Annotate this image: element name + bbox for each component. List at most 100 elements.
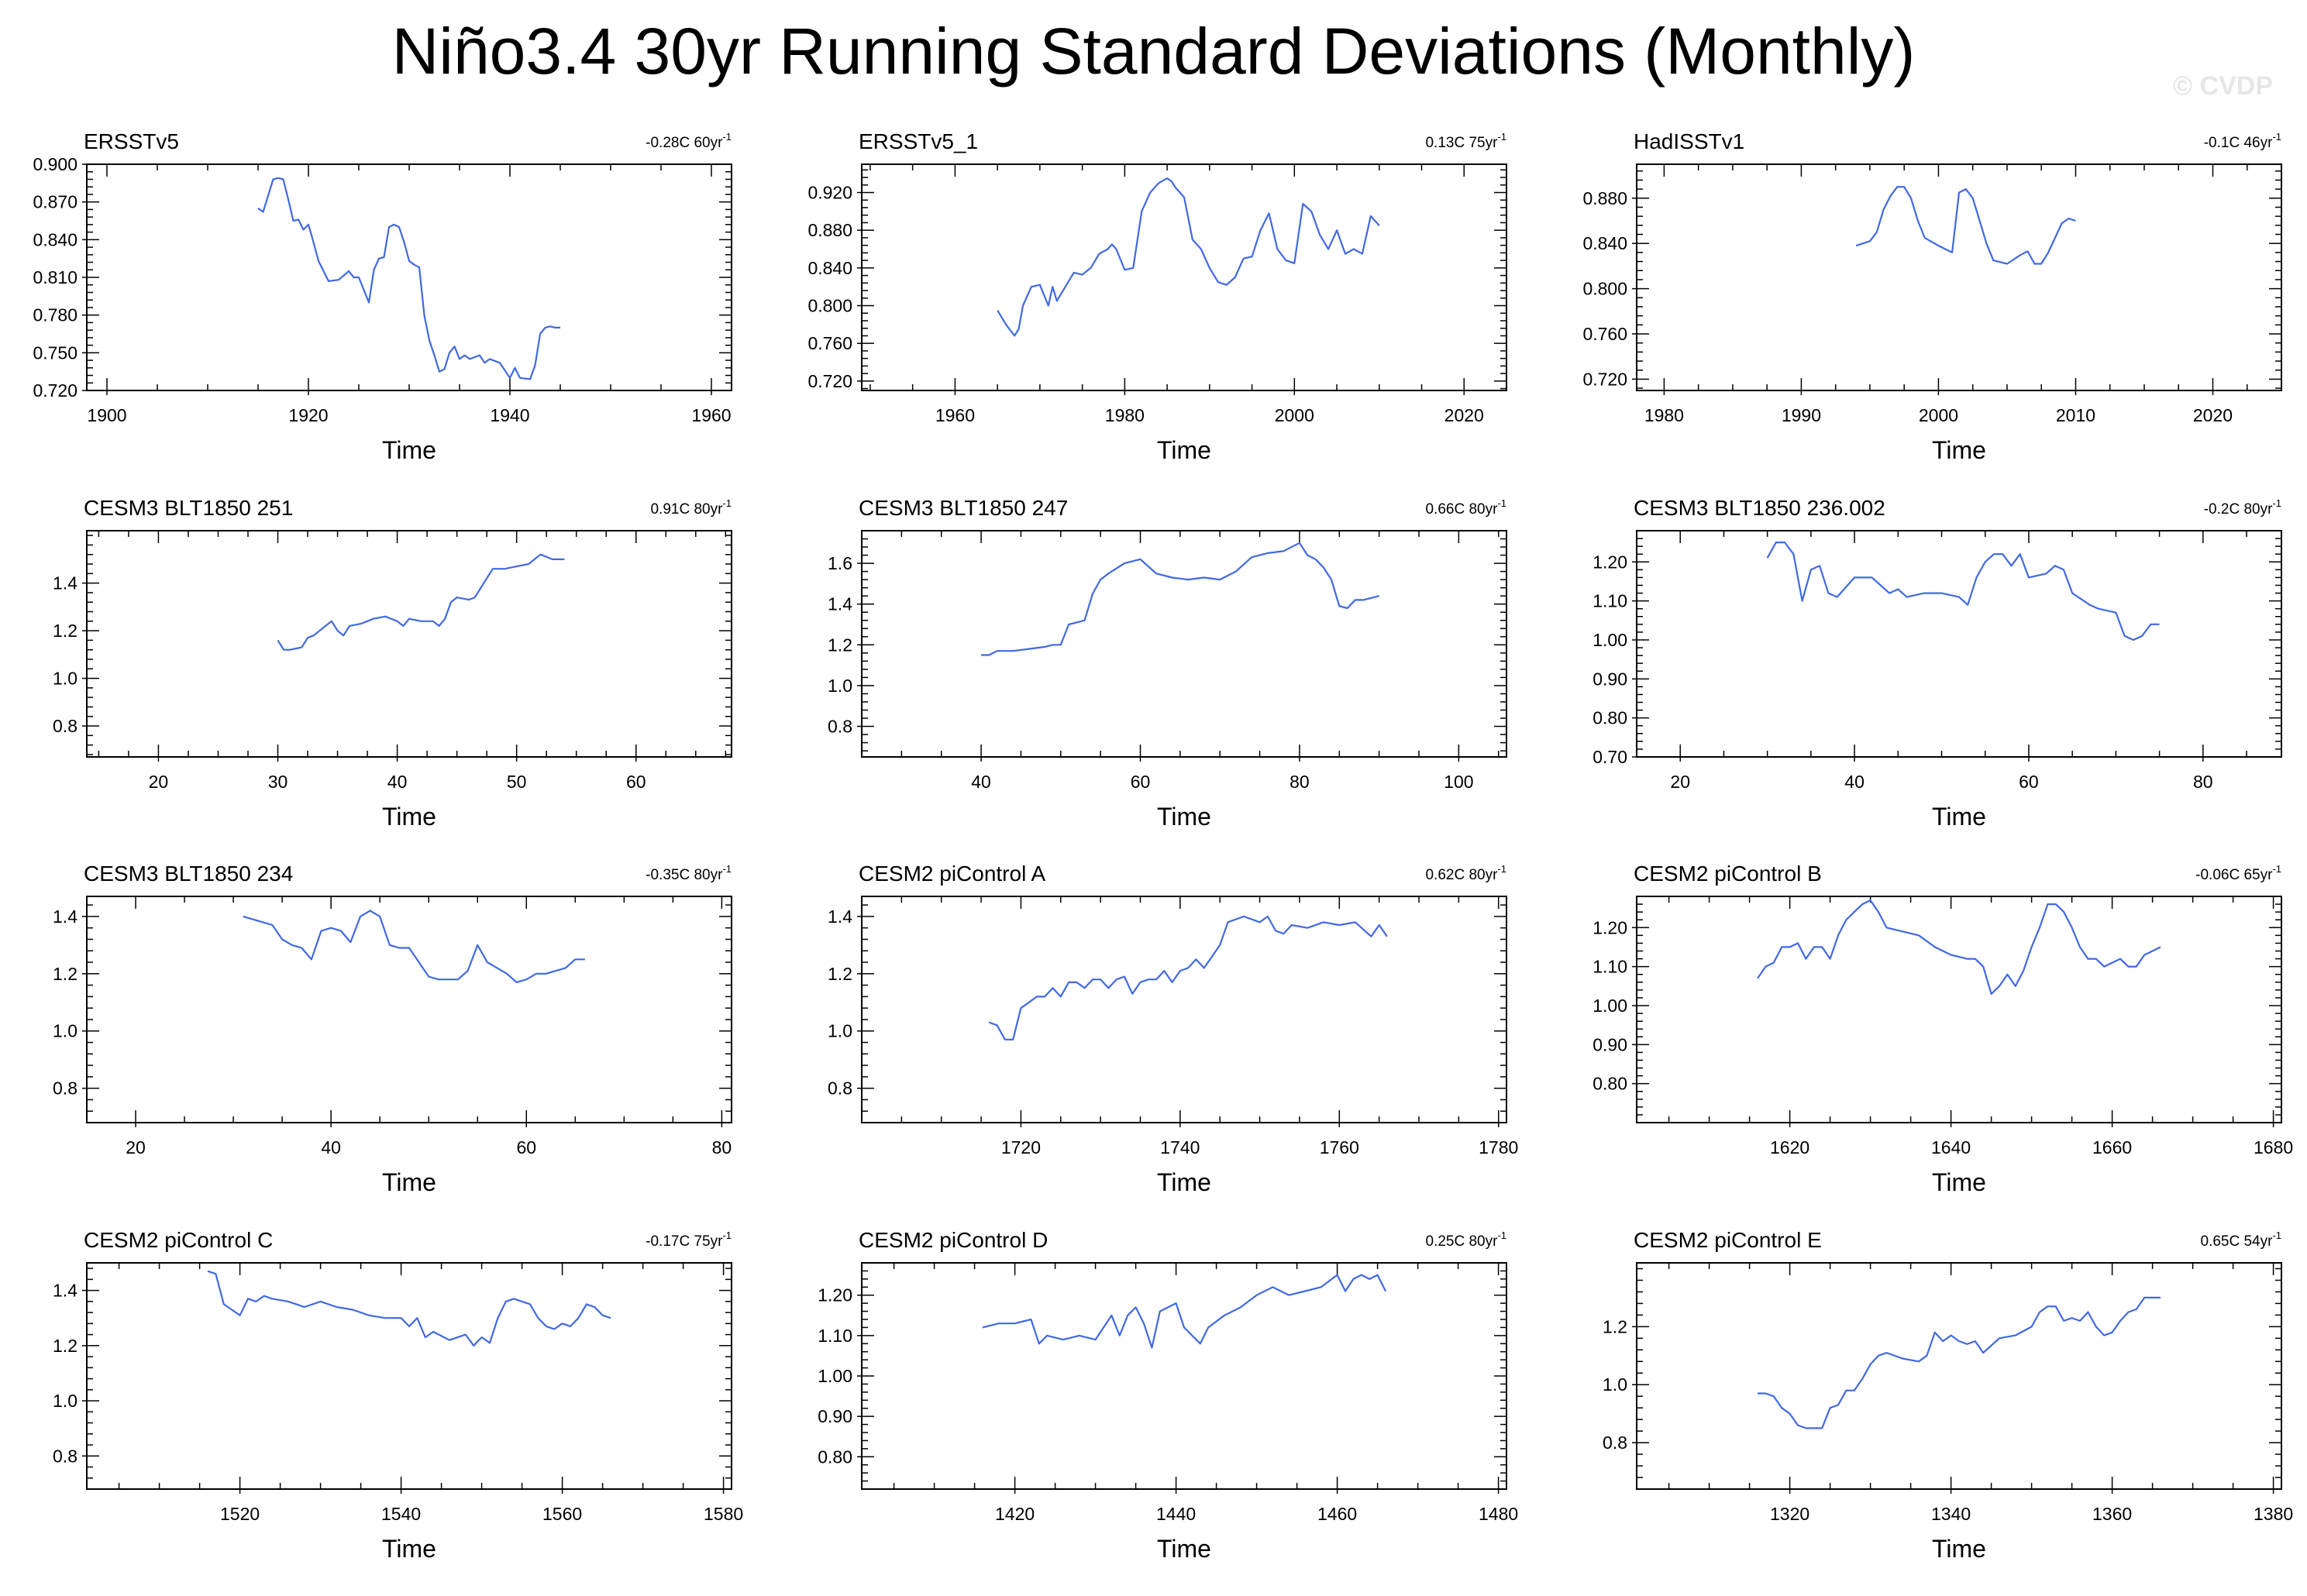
series-line	[207, 1270, 611, 1347]
x-tick-label: 1960	[691, 405, 731, 425]
x-tick-label: 60	[626, 772, 646, 792]
x-tick-label: 1380	[2254, 1504, 2293, 1524]
y-tick-label: 1.0	[53, 1391, 77, 1411]
x-tick-label: 60	[2019, 772, 2039, 792]
x-tick-label: 1580	[704, 1504, 743, 1524]
series-line	[257, 177, 560, 380]
y-tick-label: 0.800	[807, 296, 852, 316]
y-tick-label: 0.80	[1593, 708, 1627, 728]
y-tick-label: 1.4	[828, 906, 852, 927]
series-line	[988, 915, 1388, 1040]
y-tick-label: 1.2	[53, 621, 77, 641]
y-tick-label: 1.2	[53, 964, 77, 984]
y-tick-label: 1.10	[818, 1326, 852, 1346]
chart-panel-12: CESM2 piControl E 0.65C 54yr-1 1320 1340 136…	[1603, 1228, 2293, 1563]
x-tick-label: 1440	[1156, 1504, 1196, 1524]
trend-label: -0.2C 80yr-1	[2204, 497, 2281, 518]
y-tick-label: 0.720	[1582, 369, 1627, 389]
x-tick-label: 1900	[87, 405, 126, 425]
x-tick-label: 1640	[1931, 1137, 1971, 1157]
x-tick-label: 1680	[2254, 1137, 2293, 1157]
y-tick-label: 0.8	[1603, 1433, 1627, 1453]
trend-label: -0.06C 65yr-1	[2195, 863, 2281, 883]
x-axis-label: Time	[1157, 436, 1211, 464]
y-tick-label: 0.810	[33, 267, 77, 287]
y-tick-label: 1.4	[828, 594, 852, 614]
y-tick-label: 1.4	[53, 1281, 77, 1301]
x-tick-label: 40	[1844, 772, 1865, 792]
y-tick-label: 0.920	[807, 183, 852, 203]
y-tick-label: 1.00	[818, 1366, 852, 1386]
y-tick-label: 1.2	[828, 964, 852, 984]
chart-panel-3: HadISSTv1 -0.1C 46yr-1 1980 1990 2000 2010 202…	[1582, 129, 2282, 464]
y-tick-label: 0.8	[53, 716, 77, 736]
y-tick-label: 0.870	[33, 192, 77, 212]
y-tick-label: 0.880	[807, 220, 852, 240]
x-tick-label: 1320	[1770, 1504, 1809, 1524]
x-tick-label: 1540	[381, 1504, 421, 1524]
plot-frame	[86, 896, 732, 1123]
y-tick-label: 1.00	[1593, 996, 1627, 1016]
chart-panel-4: CESM3 BLT1850 251 0.91C 80yr-1 20 30 40 50 60 0…	[53, 496, 732, 831]
y-tick-label: 1.2	[1603, 1316, 1627, 1336]
x-axis-label: Time	[1157, 1535, 1211, 1563]
x-tick-label: 1720	[1001, 1137, 1041, 1157]
panel-title: CESM2 piControl A	[859, 862, 1046, 886]
chart-panel-5: CESM3 BLT1850 247 0.66C 80yr-1 40 60 80 100 0.…	[828, 496, 1507, 831]
y-tick-label: 0.720	[33, 380, 77, 401]
x-tick-label: 1560	[542, 1504, 582, 1524]
x-tick-label: 20	[149, 772, 169, 792]
chart-panel-8: CESM2 piControl A 0.62C 80yr-1 1720 1740 176…	[828, 862, 1518, 1196]
y-tick-label: 1.0	[53, 1021, 77, 1041]
x-tick-label: 1520	[220, 1504, 260, 1524]
x-tick-label: 2010	[2056, 405, 2095, 425]
chart-panel-2: ERSSTv5_1 0.13C 75yr-1 1960 1980 2000 2020 0.7…	[807, 129, 1507, 464]
y-tick-label: 0.8	[828, 1078, 852, 1099]
x-tick-label: 2020	[1444, 405, 1484, 425]
x-axis-label: Time	[382, 803, 436, 831]
plot-frame	[861, 896, 1507, 1123]
plot-frame	[86, 530, 732, 758]
y-tick-label: 0.840	[33, 229, 77, 249]
y-tick-label: 1.0	[1603, 1374, 1627, 1395]
plot-frame	[1636, 163, 2282, 391]
x-axis-label: Time	[1157, 1168, 1211, 1196]
series-line	[997, 177, 1380, 337]
trend-label: -0.17C 75yr-1	[646, 1230, 732, 1250]
x-axis-label: Time	[1932, 436, 1986, 464]
y-tick-label: 1.4	[53, 906, 77, 927]
x-tick-label: 1480	[1479, 1504, 1518, 1524]
trend-label: 0.25C 80yr-1	[1425, 1230, 1506, 1250]
panel-title: ERSSTv5_1	[859, 129, 978, 153]
x-axis-label: Time	[1157, 803, 1211, 831]
y-tick-label: 0.90	[1593, 669, 1627, 689]
x-axis-label: Time	[382, 1168, 436, 1196]
chart-panel-11: CESM2 piControl D 0.25C 80yr-1 1420 1440 146…	[818, 1228, 1518, 1563]
x-tick-label: 1920	[288, 405, 328, 425]
trend-label: 0.13C 75yr-1	[1425, 131, 1506, 151]
plot-frame	[86, 163, 732, 391]
x-tick-label: 40	[321, 1137, 341, 1157]
y-tick-label: 0.800	[1582, 279, 1627, 299]
x-tick-label: 50	[507, 772, 527, 792]
y-tick-label: 0.760	[1582, 324, 1627, 344]
figure-title: Niño3.4 30yr Running Standard Deviations…	[391, 15, 1916, 88]
y-tick-label: 0.8	[53, 1446, 77, 1466]
series-line	[982, 1274, 1386, 1349]
y-tick-label: 1.0	[828, 1021, 852, 1041]
y-tick-label: 1.10	[1593, 957, 1627, 977]
x-tick-label: 40	[971, 772, 991, 792]
y-tick-label: 1.00	[1593, 630, 1627, 650]
y-tick-label: 0.880	[1582, 188, 1627, 208]
series-line	[1758, 1296, 2161, 1429]
y-tick-label: 0.720	[807, 371, 852, 391]
x-tick-label: 2020	[2193, 405, 2233, 425]
y-tick-label: 1.2	[828, 635, 852, 655]
y-tick-label: 0.840	[1582, 233, 1627, 253]
y-tick-label: 0.780	[33, 305, 77, 325]
x-tick-label: 60	[1131, 772, 1151, 792]
panel-title: ERSSTv5	[84, 129, 179, 153]
series-line	[1855, 186, 2076, 265]
trend-label: 0.91C 80yr-1	[650, 497, 732, 518]
